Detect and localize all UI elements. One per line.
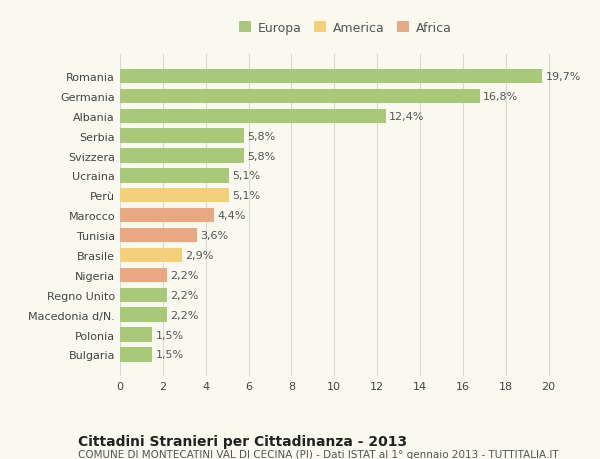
Bar [120, 189, 229, 203]
Text: 5,8%: 5,8% [248, 131, 276, 141]
Text: 12,4%: 12,4% [389, 112, 424, 122]
Bar [120, 268, 167, 282]
Bar [120, 169, 229, 183]
Bar [120, 347, 152, 362]
Bar [120, 248, 182, 263]
Bar [120, 70, 542, 84]
Bar [120, 288, 167, 302]
Text: COMUNE DI MONTECATINI VAL DI CECINA (PI) - Dati ISTAT al 1° gennaio 2013 - TUTTI: COMUNE DI MONTECATINI VAL DI CECINA (PI)… [78, 449, 559, 459]
Text: 2,2%: 2,2% [170, 310, 199, 320]
Text: 5,1%: 5,1% [233, 171, 260, 181]
Bar [120, 90, 480, 104]
Bar [120, 109, 386, 123]
Bar [120, 149, 244, 163]
Text: 3,6%: 3,6% [200, 230, 229, 241]
Text: 16,8%: 16,8% [483, 92, 518, 101]
Text: 19,7%: 19,7% [545, 72, 581, 82]
Text: 2,2%: 2,2% [170, 270, 199, 280]
Text: 4,4%: 4,4% [218, 211, 246, 221]
Bar [120, 328, 152, 342]
Text: 2,2%: 2,2% [170, 290, 199, 300]
Text: 5,1%: 5,1% [233, 191, 260, 201]
Text: 5,8%: 5,8% [248, 151, 276, 161]
Text: 1,5%: 1,5% [155, 350, 184, 359]
Bar [120, 129, 244, 144]
Text: 2,9%: 2,9% [185, 251, 214, 260]
Bar [120, 208, 214, 223]
Text: 1,5%: 1,5% [155, 330, 184, 340]
Bar [120, 308, 167, 322]
Text: Cittadini Stranieri per Cittadinanza - 2013: Cittadini Stranieri per Cittadinanza - 2… [78, 434, 407, 448]
Legend: Europa, America, Africa: Europa, America, Africa [236, 20, 454, 38]
Bar [120, 229, 197, 243]
